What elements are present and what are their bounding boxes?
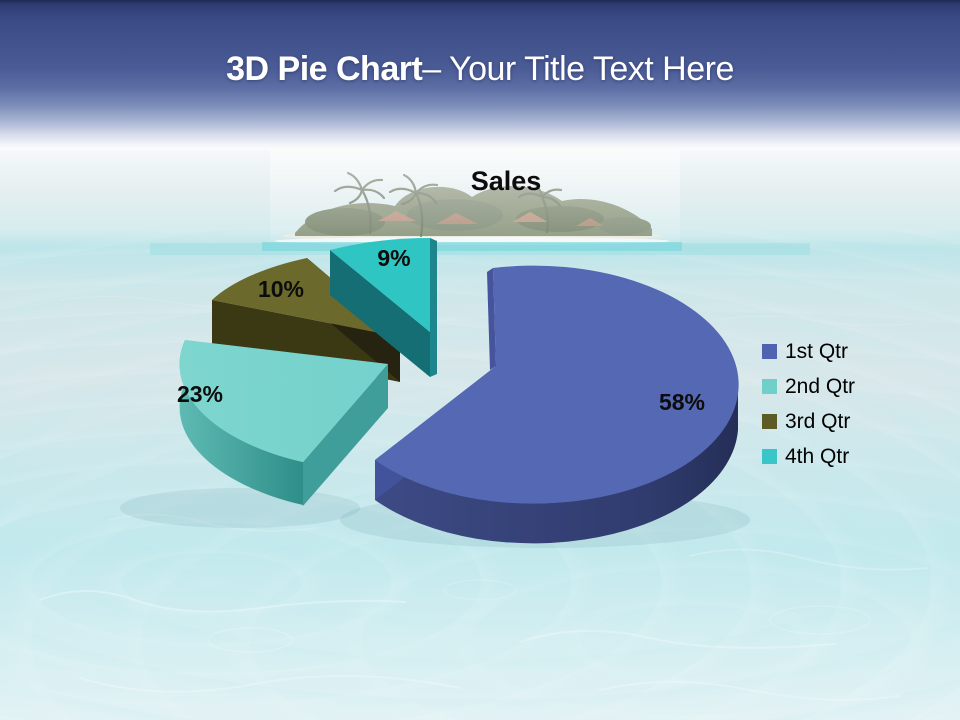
island-haze bbox=[270, 150, 680, 244]
shoreline-water-bright bbox=[262, 242, 682, 251]
slice-top-sheen bbox=[179, 340, 388, 462]
legend-label-1st-qtr: 1st Qtr bbox=[785, 340, 849, 363]
legend-label-2nd-qtr: 2nd Qtr bbox=[785, 375, 856, 398]
water-ripples bbox=[39, 295, 928, 701]
slice-side-face bbox=[330, 250, 430, 377]
slice-rim bbox=[375, 390, 738, 544]
legend-swatch-1st-qtr bbox=[762, 344, 777, 359]
slice-top-face bbox=[330, 238, 430, 332]
slice-top-face bbox=[375, 265, 739, 504]
slice-label-2nd-qtr: 23% bbox=[177, 381, 223, 407]
legend-label-4th-qtr: 4th Qtr bbox=[785, 445, 850, 468]
chart-title: Sales bbox=[471, 166, 542, 196]
pie-slice-2nd-qtr bbox=[179, 340, 388, 506]
pie-shadow bbox=[120, 488, 360, 528]
slice-rim bbox=[179, 340, 303, 505]
chart-legend: 1st Qtr 2nd Qtr 3rd Qtr 4th Qtr bbox=[762, 334, 855, 474]
legend-label-3rd-qtr: 3rd Qtr bbox=[785, 410, 851, 433]
slice-side-face bbox=[303, 364, 388, 506]
legend-swatch-4th-qtr bbox=[762, 449, 777, 464]
legend-item-2nd-qtr: 2nd Qtr bbox=[762, 369, 855, 404]
pie-slice-1st-qtr bbox=[375, 265, 739, 544]
sky-background bbox=[0, 0, 960, 152]
slice-label-3rd-qtr: 10% bbox=[258, 276, 304, 302]
slice-label-1st-qtr: 58% bbox=[659, 389, 705, 415]
slide-title-rest: – Your Title Text Here bbox=[422, 50, 734, 88]
legend-item-1st-qtr: 1st Qtr bbox=[762, 334, 855, 369]
slice-side-face bbox=[487, 268, 496, 370]
legend-swatch-3rd-qtr bbox=[762, 414, 777, 429]
slide-title-bold: 3D Pie Chart bbox=[226, 50, 423, 88]
legend-item-4th-qtr: 4th Qtr bbox=[762, 439, 855, 474]
legend-item-3rd-qtr: 3rd Qtr bbox=[762, 404, 855, 439]
pie-slice-4th-qtr bbox=[330, 238, 437, 377]
slice-top-face bbox=[212, 258, 400, 337]
pie-chart-3d: Sales 58% 23% 10% 9% bbox=[177, 166, 739, 544]
slide-title: 3D Pie Chart– Your Title Text Here bbox=[0, 47, 960, 91]
slice-label-4th-qtr: 9% bbox=[377, 245, 410, 271]
slice-side-face bbox=[430, 238, 437, 377]
island-illustration bbox=[150, 150, 810, 255]
legend-swatch-2nd-qtr bbox=[762, 379, 777, 394]
